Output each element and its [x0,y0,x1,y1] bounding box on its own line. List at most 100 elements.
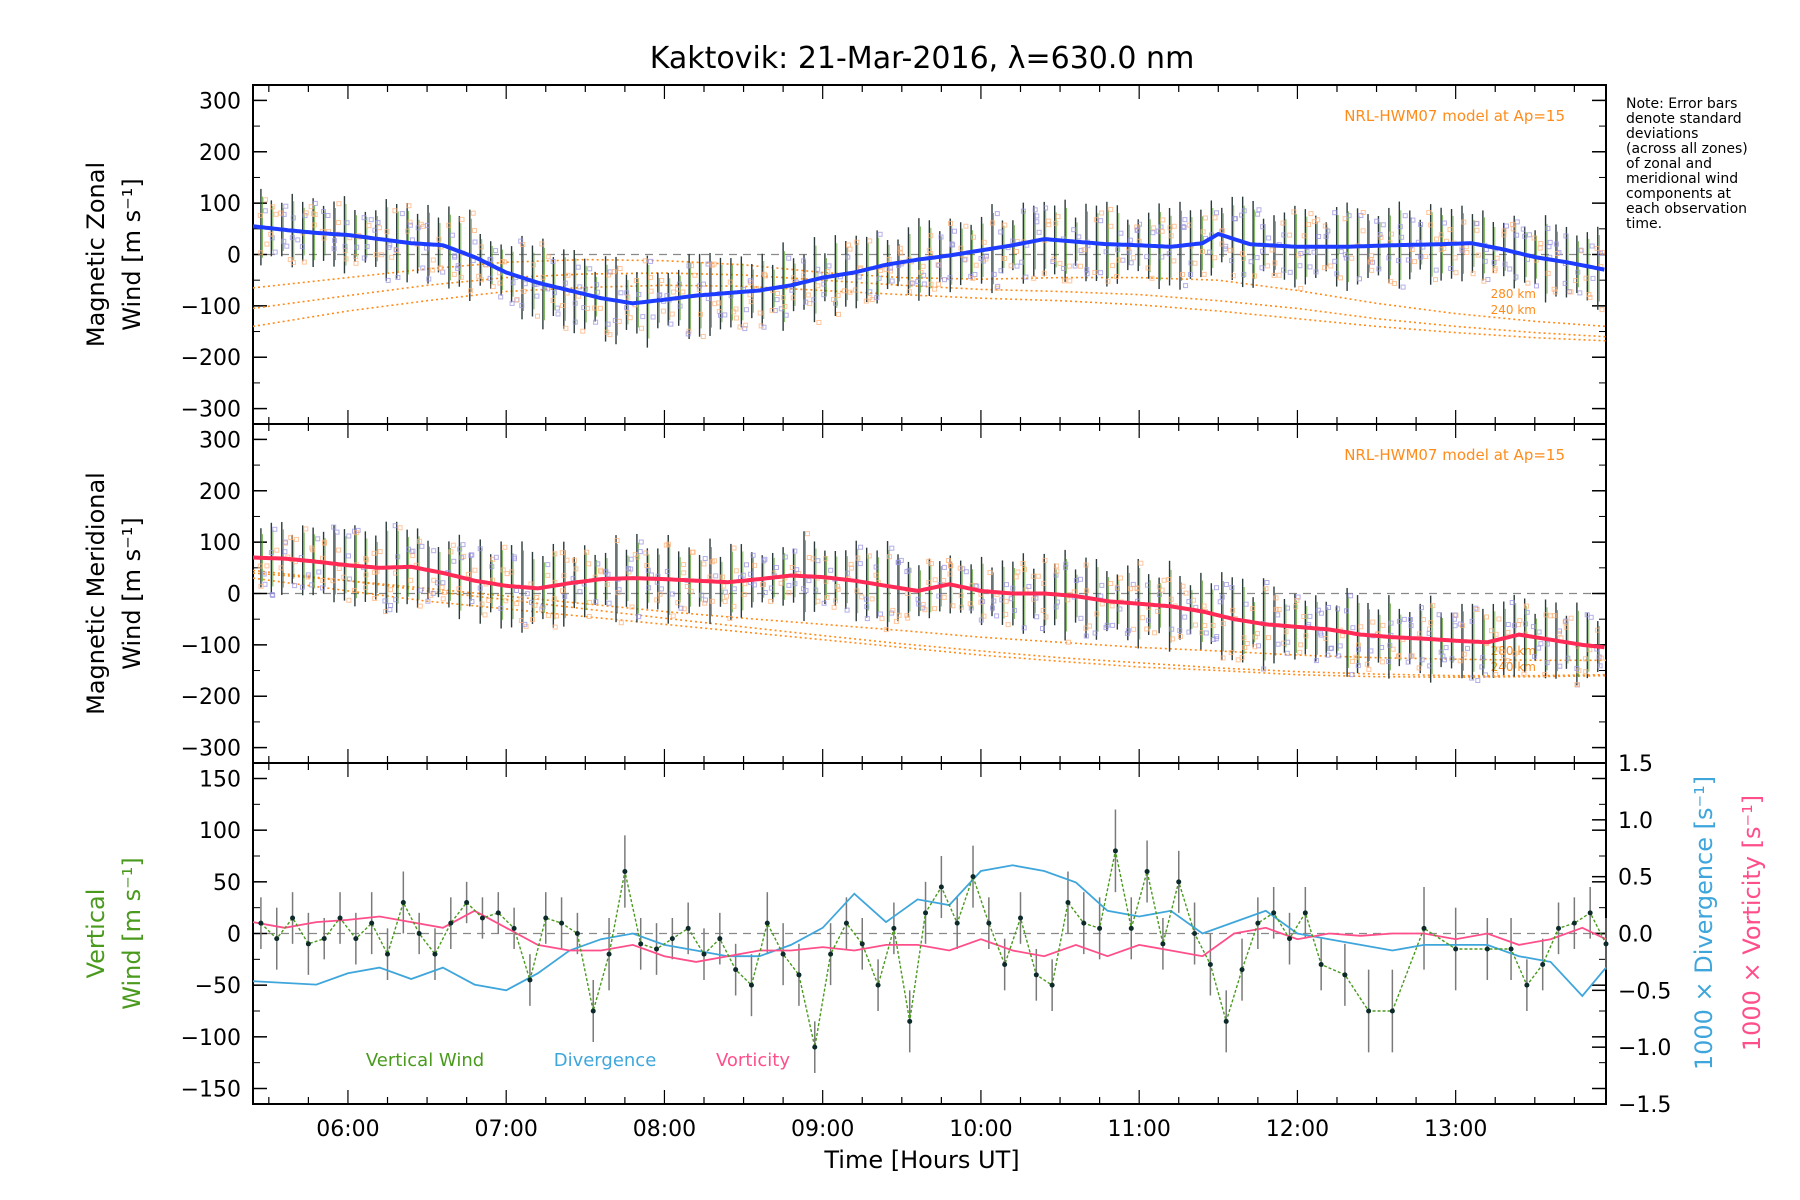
zone-sample [312,212,318,217]
zone-sample [1159,254,1165,260]
zone-sample [1219,241,1225,247]
zone-sample [478,244,484,250]
zone-sample [801,258,807,264]
y2-tick-label: 0.5 [1618,866,1653,891]
zone-sample [1291,209,1297,215]
zone-sample [1159,228,1165,234]
zone-sample [371,569,377,575]
zone-sample [761,324,767,330]
zone-sample [1255,211,1261,217]
zone-sample [1161,577,1167,583]
zone-sample [821,600,827,606]
zone-sample [1474,607,1480,612]
vertical-wind-point [1318,962,1324,967]
legend-divergence: Divergence [554,1050,657,1071]
zone-sample [1511,623,1517,629]
zone-sample [952,228,957,234]
zone-sample [1168,596,1174,602]
y2-tick-label: −1.5 [1618,1093,1671,1118]
vertical-wind-point [559,920,565,926]
zone-sample [335,220,341,225]
zone-sample [709,598,715,604]
zone-sample [393,570,398,576]
zone-sample [962,257,968,263]
zone-sample [1244,641,1250,646]
zone-sample [605,321,611,327]
zone-sample [1157,592,1162,598]
zone-sample [1449,656,1455,662]
zone-sample [320,578,326,583]
zone-sample [1557,663,1563,669]
zone-sample [1192,260,1198,266]
zone-sample [628,556,634,562]
zone-sample [654,597,660,603]
zone-sample [963,256,969,262]
zone-sample [1034,213,1040,219]
zone-sample [794,567,800,573]
zone-sample [1517,618,1523,624]
zone-sample [1280,220,1286,226]
zone-sample [1438,232,1444,238]
zone-sample [711,261,717,267]
zone-sample [282,539,288,545]
zone-sample [1124,630,1130,636]
note-line: time. [1626,216,1662,232]
zone-sample [852,287,858,293]
zone-sample [1078,248,1084,254]
zone-sample [702,556,708,561]
zone-sample [761,558,767,564]
zone-sample [1325,228,1331,234]
zone-sample [1461,651,1467,657]
zone-sample [1045,218,1051,224]
zone-sample [493,554,499,560]
zone-sample [586,561,592,567]
vertical-wind-point [1287,936,1293,942]
zone-sample [1130,581,1136,587]
zone-sample [718,312,723,318]
zone-sample [612,317,618,323]
zone-sample [1367,259,1373,265]
zone-sample [1337,643,1343,649]
zone-sample [1316,234,1322,239]
zone-sample [737,324,743,330]
zone-sample [688,588,694,594]
vertical-wind-point [527,977,533,983]
zone-sample [958,604,964,610]
zone-sample [1228,650,1234,656]
zone-sample [1482,258,1488,264]
vertical-wind-point [1389,1008,1395,1014]
zone-sample [1524,603,1529,609]
y-tick-label: −100 [181,634,241,659]
zone-sample [1008,596,1014,602]
zone-sample [353,530,359,536]
zone-sample [1507,266,1513,272]
zone-sample [439,584,445,590]
zone-sample [1545,270,1551,276]
zone-sample [1568,615,1574,621]
vertical-wind-point [907,1018,913,1024]
y-axis-label: Vertical Wind [m s⁻¹] [82,857,146,1009]
zone-sample [571,557,577,563]
vertical-wind-point [305,941,311,947]
zone-sample [769,307,775,313]
y-tick-label: 0 [227,244,241,269]
zone-sample [284,243,290,249]
zone-sample [1480,655,1486,661]
zone-sample [264,563,270,569]
zone-sample [681,606,687,612]
zone-sample [393,247,399,253]
zone-sample [1254,255,1260,261]
zone-sample [743,322,749,328]
vertical-wind-point [1453,946,1459,952]
zone-sample [272,526,278,532]
zone-sample [1150,230,1156,236]
zone-sample [1534,283,1539,289]
y-axis-label-line: Vertical [82,889,110,979]
zone-sample [560,588,565,594]
zone-sample [1396,653,1402,659]
zone-sample [1146,617,1151,623]
zone-sample [1396,618,1402,624]
zone-sample [287,257,293,263]
zone-sample [1061,266,1067,271]
zone-sample [1084,271,1090,277]
